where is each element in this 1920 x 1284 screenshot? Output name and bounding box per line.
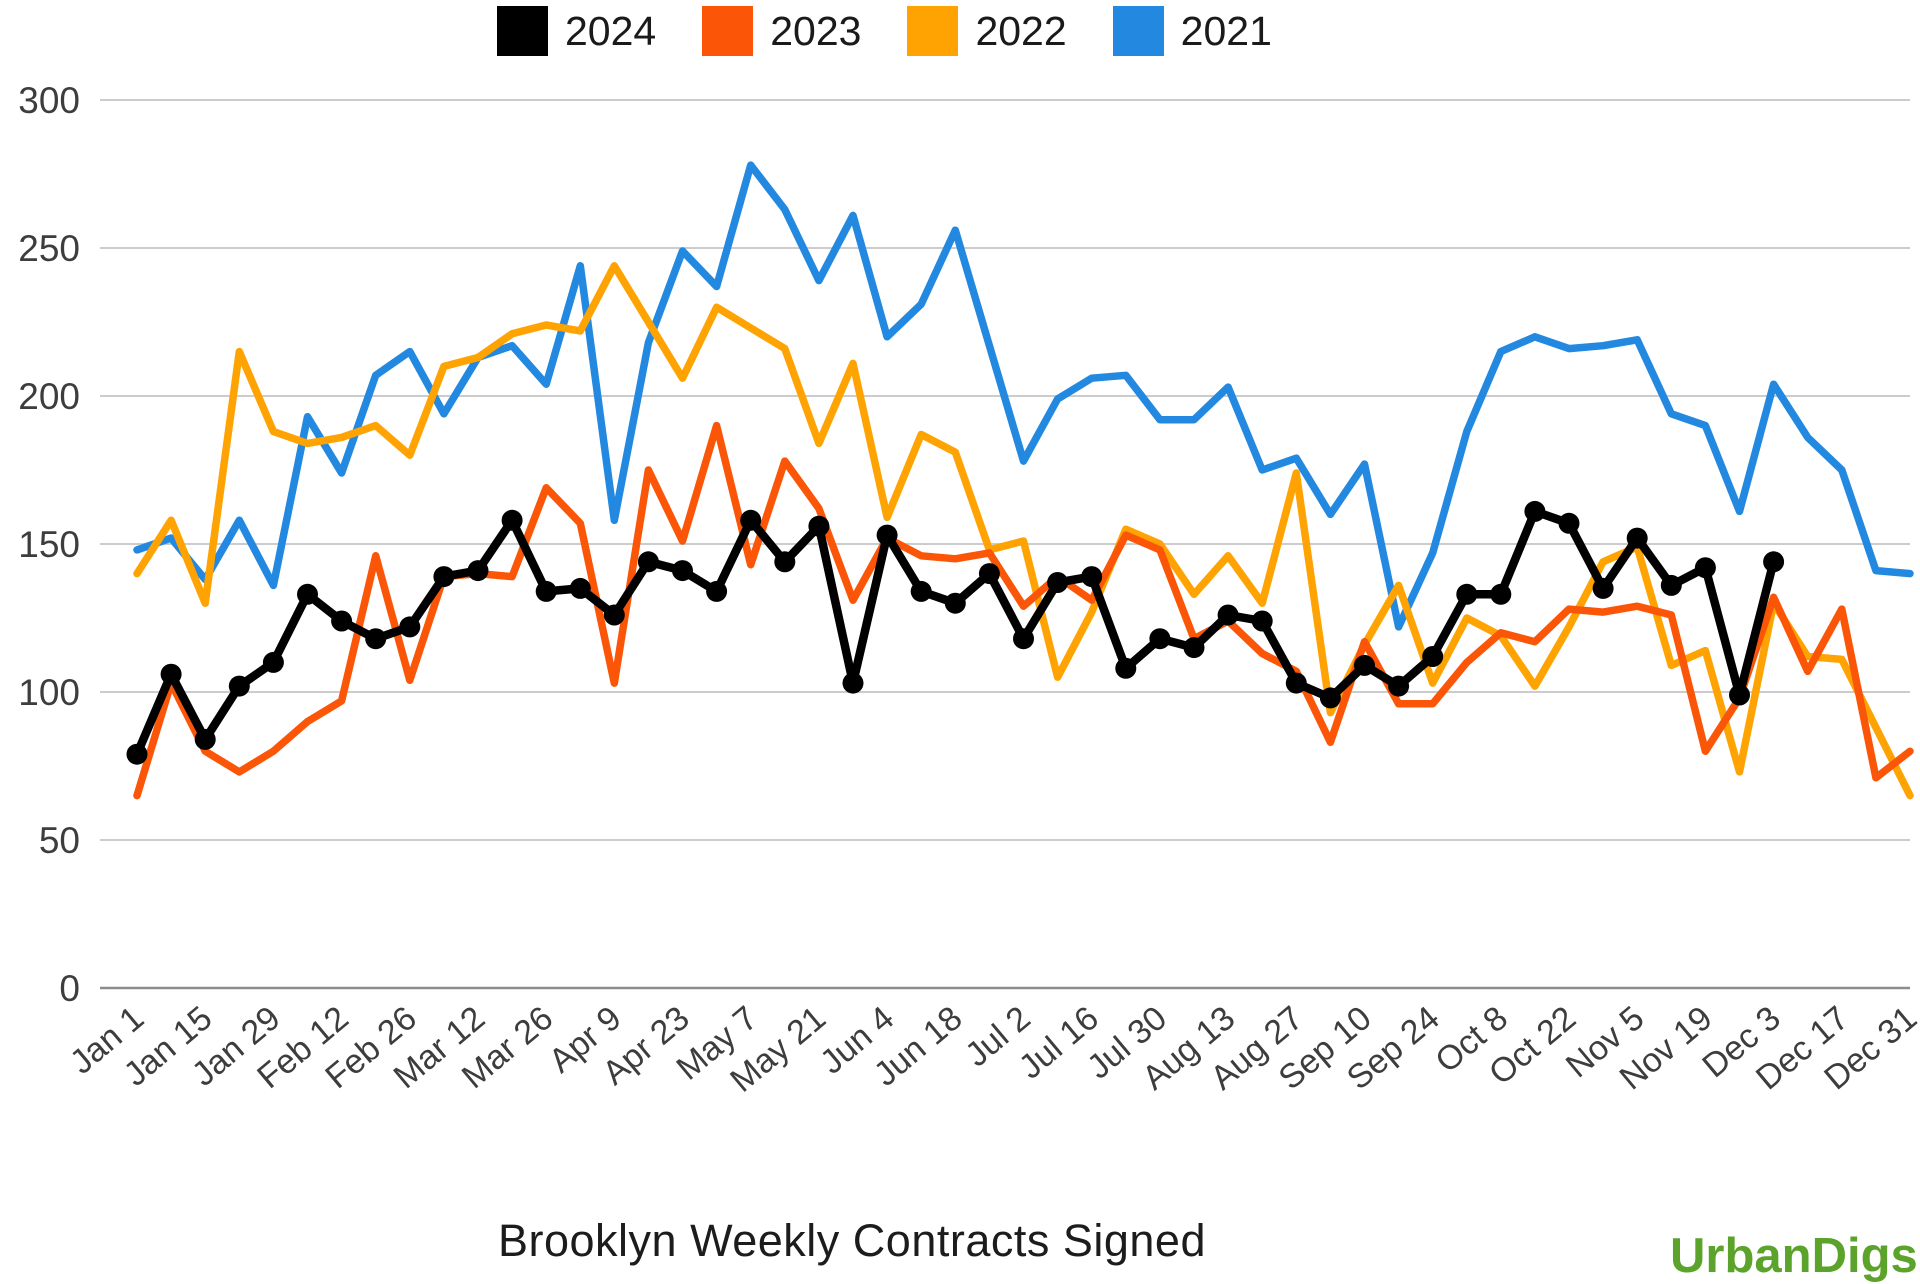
data-point-2024	[160, 663, 182, 685]
data-point-2024	[774, 551, 796, 573]
data-point-2024	[228, 675, 250, 697]
legend-swatch-2023-icon	[702, 6, 754, 56]
data-point-2024	[1115, 657, 1137, 679]
data-point-2024	[603, 604, 625, 626]
data-point-2024	[399, 616, 421, 638]
svg-text:Jul 16: Jul 16	[1012, 999, 1106, 1086]
data-point-2024	[1388, 675, 1410, 697]
data-point-2024	[978, 563, 1000, 585]
legend-label-2022: 2022	[975, 7, 1067, 54]
data-point-2024	[1013, 628, 1034, 650]
legend-item-2022[interactable]: 2022	[907, 6, 1067, 56]
legend-label-2023: 2023	[770, 7, 862, 54]
svg-text:300: 300	[18, 80, 80, 121]
legend-label-2021: 2021	[1180, 7, 1272, 54]
data-point-2024	[569, 577, 591, 599]
data-point-2024	[1319, 687, 1341, 709]
series-2023	[133, 421, 1914, 800]
data-point-2024	[876, 524, 898, 546]
data-point-2024	[1081, 566, 1103, 588]
data-point-2024	[1149, 628, 1171, 650]
data-point-2024	[672, 560, 693, 582]
svg-text:50: 50	[39, 820, 80, 861]
data-point-2024	[1217, 604, 1239, 626]
data-point-2024	[1456, 583, 1478, 605]
data-point-2024	[331, 610, 353, 632]
data-point-2024	[1422, 646, 1444, 667]
data-point-2024	[706, 580, 728, 602]
data-point-2024	[1183, 637, 1205, 659]
data-point-2024	[1524, 500, 1546, 522]
data-point-2024	[637, 551, 659, 573]
data-point-2024	[1660, 574, 1682, 596]
legend-swatch-2024-icon	[497, 6, 548, 56]
data-point-2024	[1729, 684, 1750, 706]
urbandigs-logo: UrbanDigs	[1670, 1229, 1918, 1283]
svg-text:200: 200	[18, 376, 80, 417]
data-point-2024	[501, 509, 523, 531]
data-point-2024	[126, 743, 148, 765]
data-point-2024	[1558, 512, 1580, 534]
data-point-2024	[365, 628, 387, 650]
svg-text:150: 150	[18, 524, 80, 565]
legend-item-2023[interactable]: 2023	[702, 6, 861, 56]
data-point-2024	[1285, 672, 1307, 694]
data-point-2024	[1354, 654, 1375, 676]
data-point-2024	[1490, 583, 1512, 605]
series-2022	[133, 262, 1914, 800]
data-point-2024	[1626, 527, 1648, 549]
data-point-2024	[944, 592, 966, 614]
data-point-2024	[433, 566, 455, 588]
data-point-2024	[467, 560, 489, 582]
svg-text:0: 0	[59, 968, 80, 1009]
data-point-2024	[535, 580, 557, 602]
data-point-2024	[194, 728, 216, 750]
data-point-2024	[808, 515, 830, 537]
data-point-2024	[1592, 577, 1614, 599]
series-2024	[126, 500, 1785, 765]
data-point-2024	[1047, 572, 1069, 593]
legend-swatch-2022-icon	[907, 6, 959, 56]
data-point-2024	[1251, 610, 1273, 632]
data-point-2024	[1763, 551, 1785, 573]
chart-title: Brooklyn Weekly Contracts Signed	[498, 1215, 1206, 1266]
data-point-2024	[740, 509, 762, 531]
svg-text:250: 250	[18, 228, 80, 269]
data-point-2024	[262, 651, 284, 673]
data-point-2024	[1694, 557, 1716, 579]
data-point-2024	[297, 583, 318, 605]
legend-swatch-2021-icon	[1112, 6, 1164, 56]
data-point-2024	[842, 672, 864, 694]
chart-legend: 2024 2023 2022 2021	[497, 6, 1272, 56]
y-axis-labels: 0 50 100 150 200 250 300	[18, 80, 80, 1009]
legend-item-2021[interactable]: 2021	[1112, 6, 1272, 56]
data-point-2024	[910, 580, 932, 602]
svg-text:100: 100	[18, 672, 80, 713]
legend-item-2024[interactable]: 2024	[497, 6, 656, 56]
legend-label-2024: 2024	[565, 7, 657, 54]
